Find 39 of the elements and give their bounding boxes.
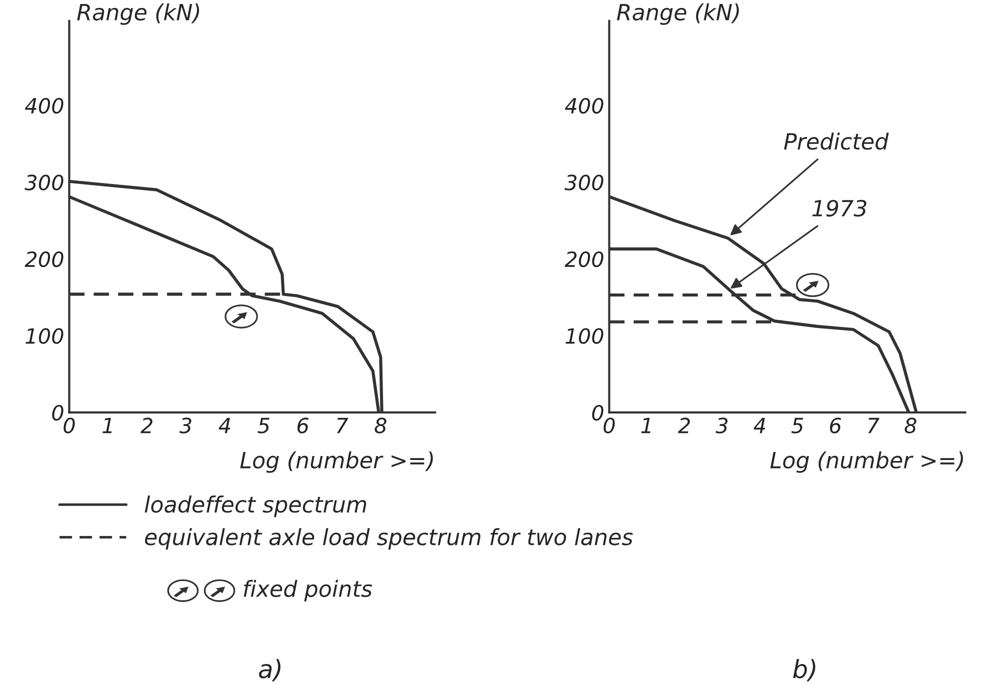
legend-label: loadeffect spectrum [144, 496, 366, 518]
annotation: Predicted [784, 132, 889, 150]
y-tick-label: 0 [52, 404, 64, 421]
y-tick-label: 0 [592, 404, 604, 421]
x-tick-label: 2 [140, 418, 152, 434]
x-tick-label: 0 [64, 418, 75, 434]
y-tick-label: 200 [564, 251, 604, 268]
x-tick-label: 2 [678, 418, 690, 434]
y-axis-title: Range (kN) [77, 3, 200, 25]
x-tick-label: 3 [179, 418, 192, 434]
x-tick-label: 1 [102, 418, 112, 434]
y-tick-label: 100 [26, 328, 64, 344]
x-tick-label: 8 [904, 418, 916, 434]
x-tick-label: 7 [337, 418, 348, 434]
y-axis-title: Range (kN) [616, 3, 739, 25]
y-tick-label: 400 [564, 98, 604, 114]
y-tick-label: 300 [564, 174, 604, 190]
x-tick-label: 6 [297, 418, 309, 434]
x-tick-label: 0 [604, 418, 615, 434]
text: fixed points [244, 580, 372, 602]
x-tick-label: 5 [258, 418, 270, 434]
x-tick-label: 3 [716, 418, 728, 434]
x-tick-label: 1 [641, 418, 650, 434]
x-tick-label: 4 [754, 418, 766, 434]
legend-label: equivalent axle load spectrum for two lanes [145, 528, 633, 550]
x-axis-title: Log (number >=) [770, 451, 963, 473]
x-tick-label: 4 [218, 418, 230, 434]
x-axis-title: Log (number >=) [240, 451, 433, 473]
y-tick-label: 300 [24, 174, 64, 190]
x-tick-label: 5 [791, 418, 804, 434]
annotation: 1973 [812, 200, 866, 217]
text: a) [258, 659, 280, 682]
x-tick-label: 7 [868, 418, 880, 434]
text: b) [793, 659, 816, 682]
y-tick-label: 200 [24, 251, 64, 268]
x-tick-label: 8 [374, 418, 386, 434]
x-tick-label: 6 [830, 418, 841, 434]
y-tick-label: 100 [566, 328, 604, 344]
y-tick-label: 400 [24, 98, 64, 114]
